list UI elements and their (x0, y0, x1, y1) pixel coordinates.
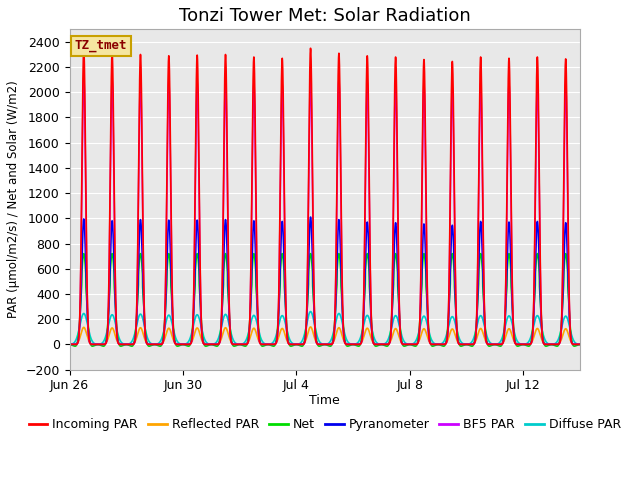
Legend: Incoming PAR, Reflected PAR, Net, Pyranometer, BF5 PAR, Diffuse PAR: Incoming PAR, Reflected PAR, Net, Pyrano… (24, 413, 626, 436)
X-axis label: Time: Time (309, 394, 340, 407)
Y-axis label: PAR (μmol/m2/s) / Net and Solar (W/m2): PAR (μmol/m2/s) / Net and Solar (W/m2) (7, 81, 20, 318)
Text: TZ_tmet: TZ_tmet (75, 39, 127, 52)
Title: Tonzi Tower Met: Solar Radiation: Tonzi Tower Met: Solar Radiation (179, 7, 470, 25)
